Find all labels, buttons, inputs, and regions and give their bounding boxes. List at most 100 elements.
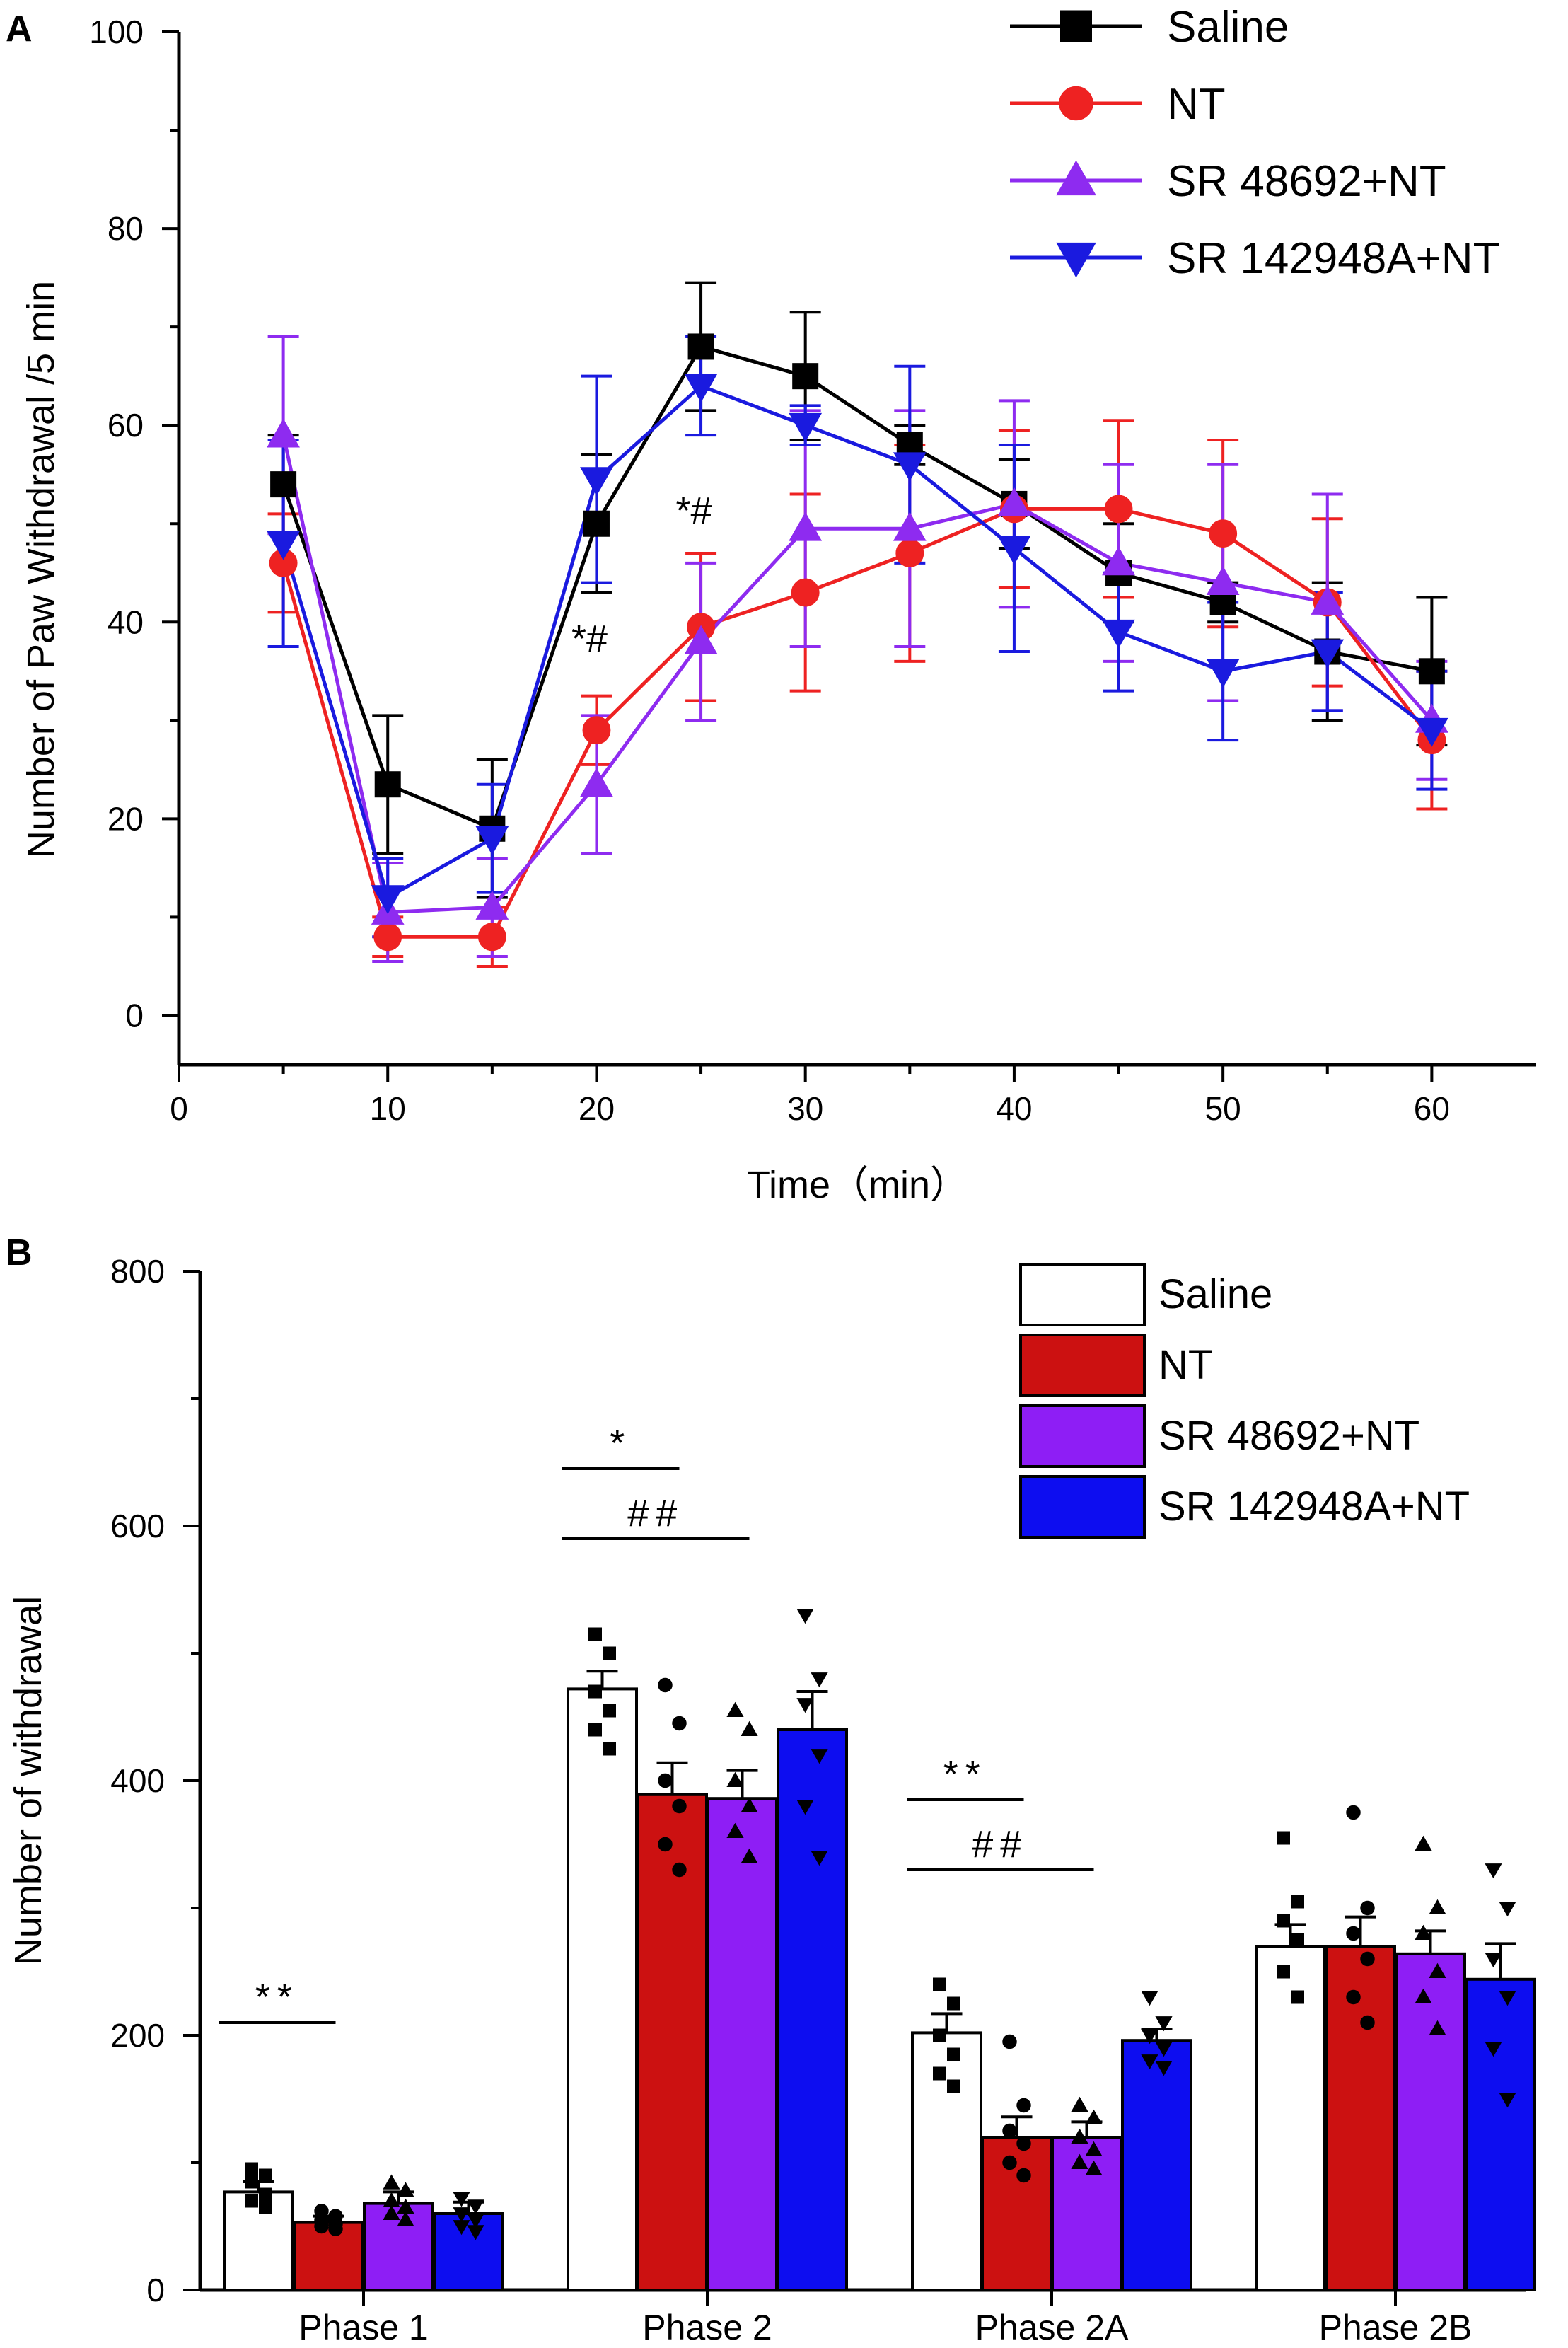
- scatter-point: [588, 1684, 602, 1699]
- bar: [707, 1797, 778, 2291]
- x-axis-title: Time（min）: [747, 1164, 968, 1206]
- scatter-point: [933, 2028, 946, 2042]
- scatter-point: [811, 1672, 828, 1688]
- scatter-point: [1277, 1914, 1290, 1928]
- scatter-point: [1016, 2098, 1031, 2113]
- y-tick-label: 0: [146, 2272, 165, 2308]
- scatter-point: [1360, 1900, 1375, 1916]
- scatter-point: [603, 1742, 616, 1756]
- data-point: [475, 891, 509, 920]
- y-tick-label: 800: [110, 1253, 165, 1290]
- bar: [981, 2136, 1052, 2291]
- scatter-point: [259, 2168, 272, 2182]
- scatter-point: [1071, 2096, 1088, 2112]
- scatter-point: [672, 1716, 687, 1731]
- x-tick-label: 0: [170, 1090, 188, 1127]
- bar: [1255, 1945, 1326, 2291]
- scatter-point: [588, 1723, 602, 1737]
- bar: [777, 1728, 848, 2291]
- bar: [363, 2202, 434, 2292]
- scatter-point: [658, 1773, 673, 1788]
- scatter-point: [245, 2194, 258, 2208]
- panel-a-label: A: [6, 8, 33, 50]
- significance-label: *: [610, 1422, 632, 1464]
- data-point: [373, 923, 402, 952]
- significance-label: ##: [972, 1823, 1028, 1866]
- scatter-point: [1071, 2153, 1088, 2169]
- scatter-point: [1141, 2029, 1158, 2045]
- significance-annotation: *#: [676, 490, 712, 532]
- scatter-point: [397, 2211, 414, 2226]
- data-point: [1206, 566, 1240, 596]
- scatter-point: [453, 2220, 470, 2236]
- data-point: [895, 539, 924, 567]
- scatter-point: [453, 2192, 470, 2207]
- scatter-point: [741, 1797, 758, 1812]
- scatter-point: [245, 2175, 258, 2189]
- legend-marker: [1059, 86, 1093, 121]
- scatter-point: [658, 1677, 673, 1693]
- scatter-point: [1360, 2015, 1375, 2030]
- scatter-point: [1277, 1965, 1290, 1979]
- scatter-point: [933, 1977, 946, 1991]
- data-point: [687, 333, 714, 360]
- x-tick-label: 60: [1414, 1090, 1450, 1127]
- data-point: [580, 768, 613, 797]
- scatter-point: [947, 2047, 960, 2061]
- data-point: [374, 771, 401, 798]
- scatter-point: [383, 2204, 400, 2220]
- panel-a-line-chart: A 0 10 20 30 40 50 60 0 20 40 60 80 100 Time（min） Numbe…: [6, 3, 1536, 1206]
- panel-b-label: B: [6, 1232, 33, 1273]
- data-point: [789, 511, 823, 541]
- scatter-point: [672, 1798, 687, 1814]
- y-tick-label: 60: [108, 407, 144, 444]
- scatter-point: [1485, 1863, 1502, 1879]
- scatter-point: [1429, 1899, 1446, 1914]
- data-point: [1311, 639, 1345, 669]
- data-point: [789, 412, 823, 442]
- y-tick-label: 100: [89, 13, 144, 50]
- scatter-point: [1291, 1895, 1304, 1909]
- scatter-point: [1499, 1902, 1516, 1917]
- scatter-point: [1155, 2016, 1173, 2032]
- data-point: [1102, 546, 1135, 576]
- data-point: [893, 452, 927, 482]
- scatter-point: [1485, 1953, 1502, 1968]
- legend-label: NT: [1158, 1342, 1213, 1388]
- y-tick-label: 0: [125, 997, 144, 1034]
- panel-b-bar-chart: B 0 200 400 600 800 Number of withdrawal Phase …: [6, 1232, 1536, 2347]
- significance-annotation: *#: [571, 618, 608, 660]
- scatter-point: [383, 2192, 400, 2207]
- scatter-point: [741, 1720, 758, 1736]
- data-point: [1104, 495, 1133, 524]
- data-point: [270, 471, 297, 498]
- scatter-point: [726, 1771, 744, 1787]
- scatter-point: [467, 2214, 484, 2229]
- data-point: [1102, 619, 1135, 649]
- legend-swatch: [1019, 1263, 1146, 1326]
- scatter-point: [588, 1627, 602, 1641]
- bar: [637, 1793, 708, 2292]
- bar: [1325, 1945, 1396, 2291]
- data-point: [583, 510, 610, 537]
- scatter-point: [453, 2207, 470, 2223]
- legend-swatch: [1019, 1404, 1146, 1468]
- bar: [433, 2212, 504, 2291]
- data-point: [371, 885, 405, 915]
- scatter-point: [467, 2225, 484, 2240]
- scatter-point: [603, 1704, 616, 1718]
- data-point: [1415, 717, 1448, 747]
- scatter-point: [1016, 2168, 1031, 2183]
- data-point: [997, 487, 1031, 516]
- scatter-point: [314, 2219, 329, 2234]
- data-point: [267, 418, 300, 448]
- scatter-point: [1141, 1991, 1158, 2006]
- legend-swatch: [1019, 1475, 1146, 1539]
- series-line: [281, 383, 1433, 901]
- x-tick-label: 50: [1205, 1090, 1241, 1127]
- legend-marker: [1056, 242, 1096, 278]
- y-tick-label: 20: [108, 800, 144, 837]
- y-tick-label: 400: [110, 1762, 165, 1799]
- scatter-point: [933, 2066, 946, 2081]
- scatter-point: [1155, 2042, 1173, 2057]
